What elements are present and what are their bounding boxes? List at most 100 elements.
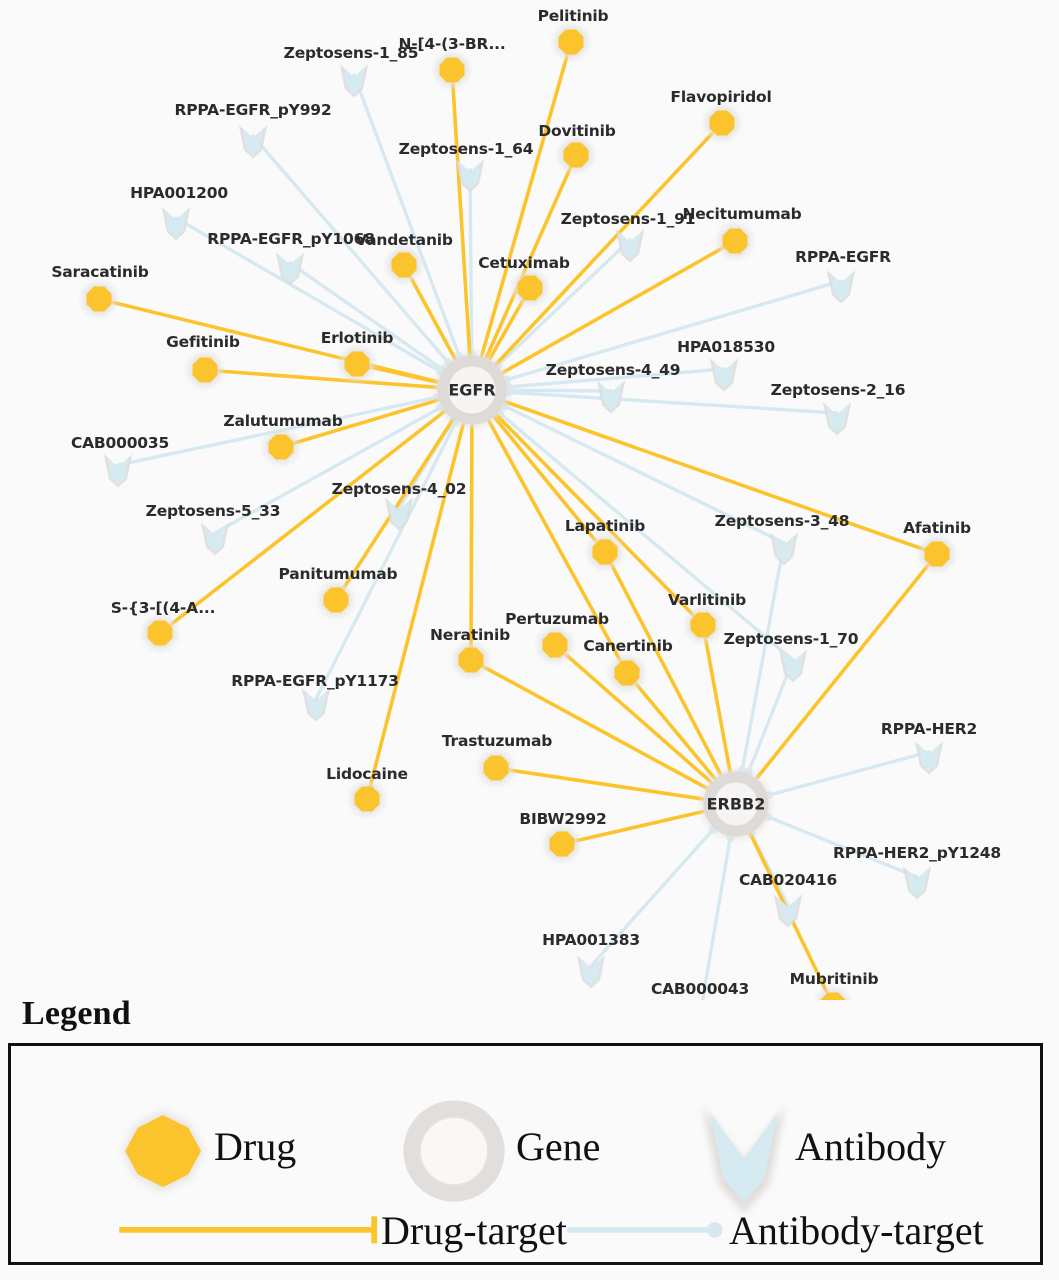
drug-target-edge <box>493 416 607 554</box>
drug-target-edge <box>450 68 472 356</box>
gene-node-core <box>448 366 496 414</box>
drug-node[interactable] <box>454 643 488 677</box>
antibody-node[interactable] <box>615 229 645 263</box>
antibody-node[interactable] <box>275 252 305 286</box>
antibody-node[interactable] <box>339 64 369 98</box>
drug-node-fill <box>517 275 543 301</box>
drug-node[interactable] <box>718 224 752 258</box>
antibody-label: RPPA-EGFR_pY1068 <box>207 230 375 248</box>
drug-node[interactable] <box>816 988 850 1000</box>
drug-target-edge <box>158 410 446 635</box>
gene-node[interactable] <box>435 353 509 427</box>
gene-label: EGFR <box>448 380 496 400</box>
antibody-target-edge <box>497 411 795 662</box>
drug-node-fill <box>690 612 716 638</box>
drug-target-edge <box>495 413 705 627</box>
drug-label: S-{3-[(4-A... <box>110 599 216 617</box>
drug-node[interactable] <box>340 347 374 381</box>
drug-node[interactable] <box>513 271 547 305</box>
antibody-fill <box>204 524 226 553</box>
antibody-fill <box>305 690 327 719</box>
antibody-node[interactable] <box>596 380 626 414</box>
drug-target-edge <box>625 671 717 780</box>
gene-node[interactable] <box>701 769 771 839</box>
drug-label: Panitumumab <box>278 565 398 583</box>
antibody-fill <box>713 360 735 389</box>
antibody-node[interactable] <box>200 522 230 556</box>
antibody-node[interactable] <box>455 159 485 193</box>
drug-label: BIBW2992 <box>519 810 607 828</box>
drug-node[interactable] <box>588 535 622 569</box>
antibody-label: Zeptosens-1_70 <box>723 630 859 648</box>
antibody-label: Zeptosens-4_49 <box>545 361 681 379</box>
drug-node[interactable] <box>559 138 593 172</box>
antibody-node[interactable] <box>773 894 803 928</box>
antibody-node[interactable] <box>822 402 852 436</box>
antibody-node[interactable] <box>103 454 133 488</box>
drug-node[interactable] <box>610 656 644 690</box>
drug-target-edge <box>203 368 438 390</box>
antibody-label: RPPA-EGFR_pY992 <box>174 101 332 119</box>
drug-node[interactable] <box>387 248 421 282</box>
drug-target-edge <box>701 623 732 773</box>
drug-node[interactable] <box>82 282 116 316</box>
antibody-node[interactable] <box>161 207 191 241</box>
antibody-label: Zeptosens-1_85 <box>283 44 419 62</box>
drug-label: Trastuzumab <box>441 732 553 750</box>
antibody-label: RPPA-HER2_pY1248 <box>833 844 1001 862</box>
drug-label: Erlotinib <box>320 329 394 347</box>
antibody-node[interactable] <box>238 125 268 159</box>
drug-target-edge <box>501 239 737 375</box>
drug-node[interactable] <box>143 616 177 650</box>
drug-node[interactable] <box>188 353 222 387</box>
antibody-target-edge <box>589 827 716 968</box>
antibody-label: Zeptosens-1_91 <box>560 210 696 228</box>
drug-node-fill <box>391 252 417 278</box>
legend-antibody-target-edge <box>566 1222 723 1238</box>
antibody-node[interactable] <box>384 497 414 531</box>
drug-node[interactable] <box>545 827 579 861</box>
antibody-node[interactable] <box>576 955 606 989</box>
legend-drug-target-edge <box>119 1216 378 1244</box>
drug-target-edge <box>603 550 723 776</box>
drug-node[interactable] <box>705 106 739 140</box>
drug-node[interactable] <box>479 751 513 785</box>
gene-node-ring <box>703 771 769 837</box>
drug-node-fill <box>563 142 589 168</box>
drug-node[interactable] <box>435 53 469 87</box>
drug-label: Flavopiridol <box>670 88 772 106</box>
drug-node-fill <box>558 29 584 55</box>
antibody-node[interactable] <box>778 649 808 683</box>
antibody-target-edge <box>506 390 839 415</box>
antibody-node[interactable] <box>769 532 799 566</box>
drug-node[interactable] <box>920 537 954 571</box>
drug-node[interactable] <box>554 25 588 59</box>
drug-target-edge <box>755 552 939 780</box>
antibody-label: RPPA-EGFR_pY1173 <box>231 672 399 690</box>
drug-node[interactable] <box>264 430 298 464</box>
antibody-label: CAB000043 <box>650 980 750 998</box>
drug-node-fill <box>192 357 218 383</box>
drug-label: Lapatinib <box>564 517 646 535</box>
antibody-target-edge <box>506 388 613 393</box>
antibody-fill <box>343 66 365 95</box>
drug-node[interactable] <box>319 583 353 617</box>
antibody-fill <box>279 254 301 283</box>
legend-drug-icon <box>122 1110 204 1192</box>
drug-node[interactable] <box>538 628 572 662</box>
antibody-label: Zeptosens-1_64 <box>398 140 534 158</box>
antibody-node[interactable] <box>301 688 331 722</box>
gene-label: ERBB2 <box>706 794 766 814</box>
drug-label: Gefitinib <box>166 333 240 351</box>
antibody-label: Zeptosens-4_02 <box>331 480 467 498</box>
drug-target-edge <box>494 121 724 366</box>
antibody-node[interactable] <box>826 270 856 304</box>
drug-node[interactable] <box>350 782 384 816</box>
drug-node[interactable] <box>686 608 720 642</box>
antibody-target-edge <box>468 168 474 356</box>
antibody-node[interactable] <box>914 741 944 775</box>
network-graph <box>82 25 954 1000</box>
antibody-node[interactable] <box>709 358 739 392</box>
antibody-label: HPA018530 <box>677 338 775 356</box>
antibody-node[interactable] <box>902 866 932 900</box>
